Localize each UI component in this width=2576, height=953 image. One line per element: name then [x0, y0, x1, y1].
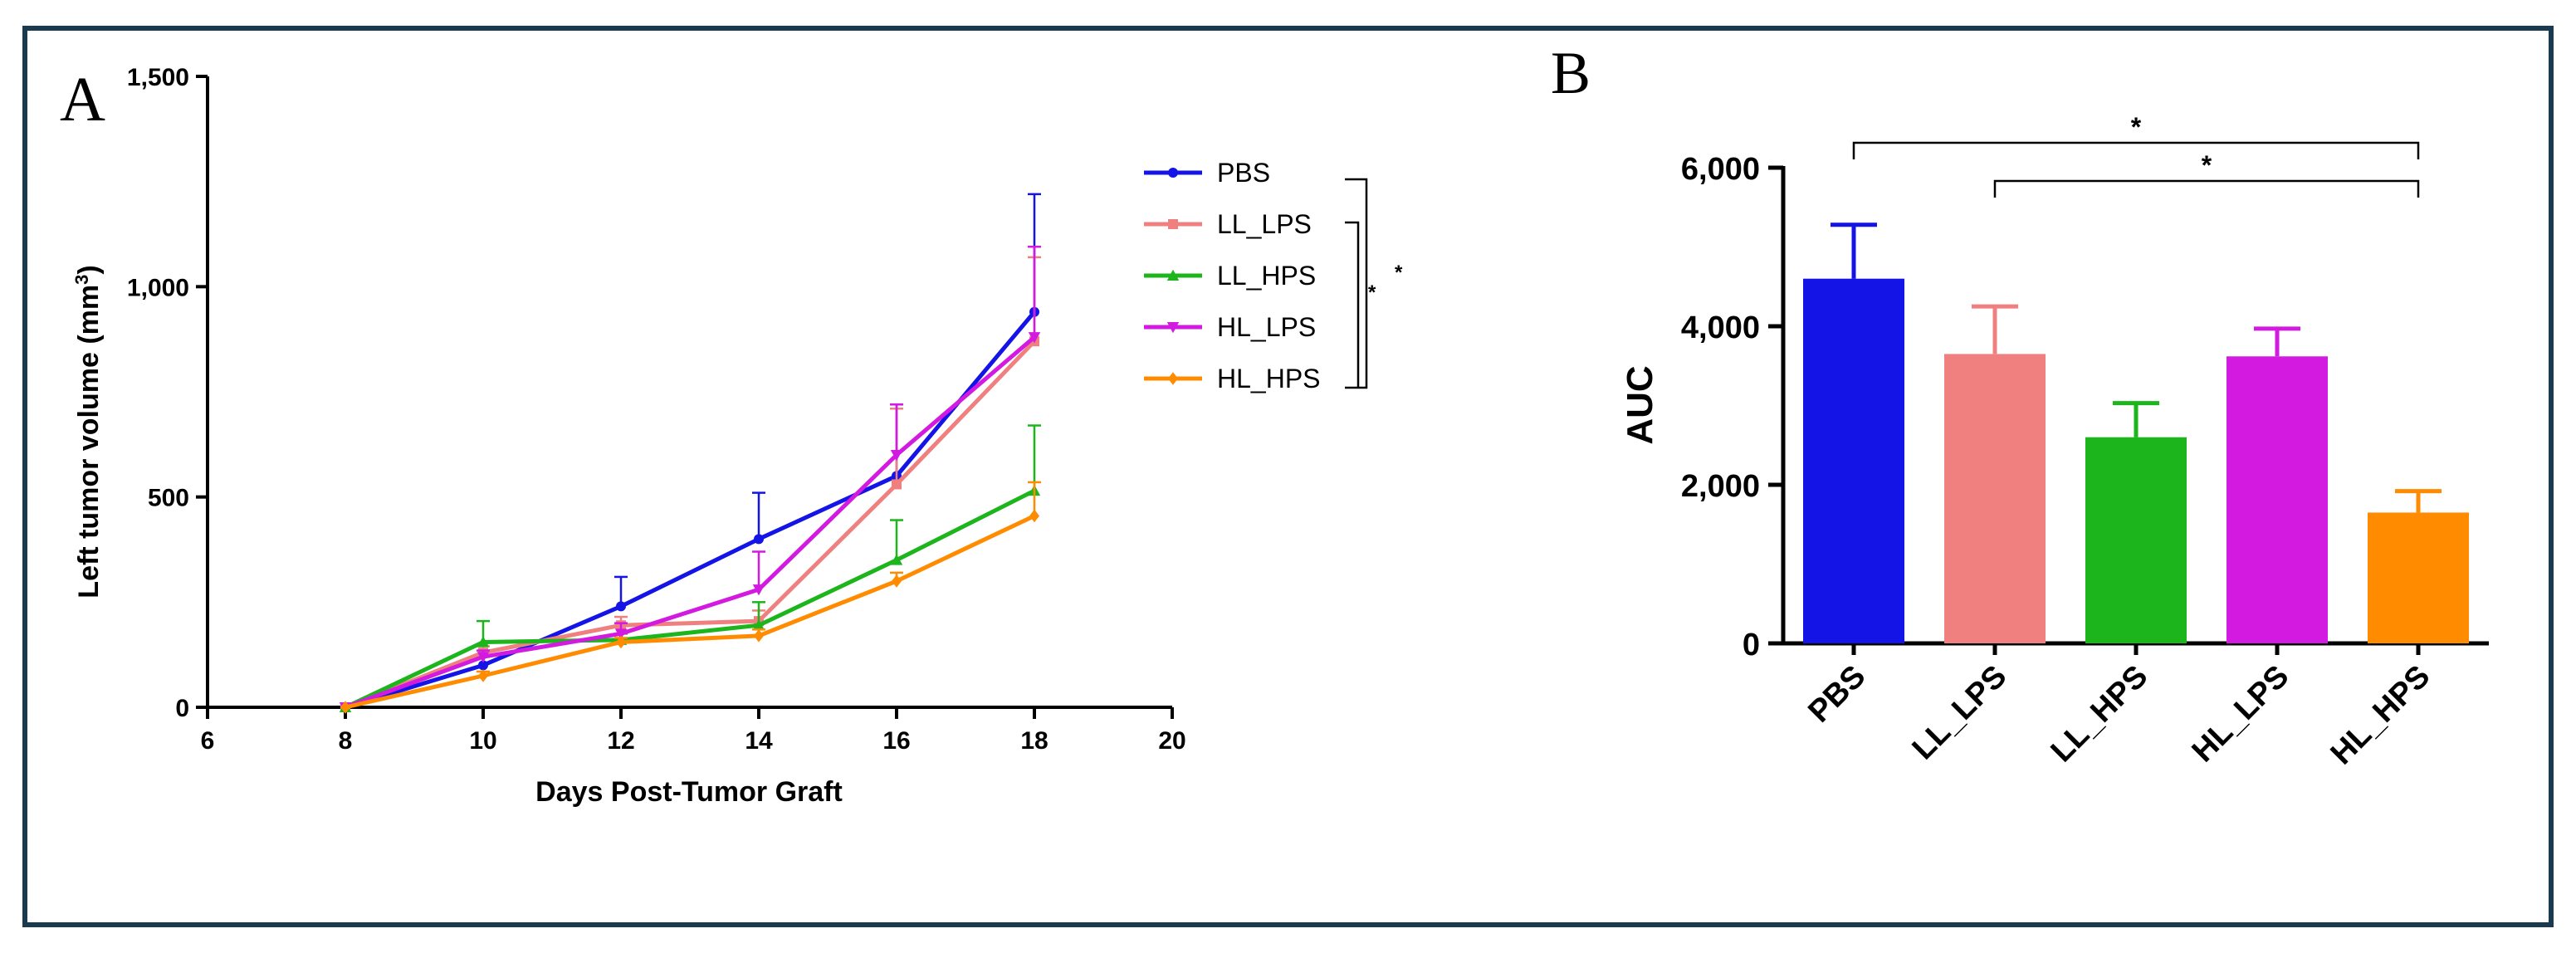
b-y-axis-title: AUC: [1620, 365, 1660, 444]
b-significance-bracket: [1993, 179, 2420, 198]
a-x-tick-label: 14: [745, 727, 773, 755]
b-y-tick-label: 4,000: [1681, 310, 1760, 345]
a-series-line-ll-lps: [345, 340, 1036, 710]
a-legend-item-hl-lps: HL_LPS: [1144, 312, 1316, 342]
a-legend-marker: [1168, 219, 1178, 229]
panel-b-label: B: [1551, 40, 1591, 106]
a-data-point: [478, 669, 488, 682]
a-data-point: [614, 628, 628, 640]
a-data-point: [477, 636, 490, 648]
a-y-tick-label: 1,500: [127, 64, 189, 91]
a-legend-marker: [1166, 322, 1180, 334]
b-bar-ll-hps: [2085, 437, 2187, 643]
b-bar-ll-lps: [1944, 354, 2046, 643]
a-data-point: [478, 660, 488, 671]
a-x-tick-label: 10: [469, 727, 496, 755]
a-legend-item-ll-lps: LL_LPS: [1144, 209, 1312, 239]
a-y-axis-title: Left tumor volume (mm3): [71, 265, 105, 598]
b-significance-label: *: [2131, 112, 2142, 142]
a-data-point: [754, 534, 764, 545]
a-x-tick-label: 20: [1158, 727, 1185, 755]
a-data-point: [1028, 332, 1041, 344]
a-x-tick-label: 6: [201, 727, 215, 755]
a-y-axis-title-sup: 3: [71, 275, 92, 285]
a-data-point: [340, 701, 350, 714]
a-y-tick-label: 500: [148, 485, 189, 512]
a-series-line-pbs: [345, 310, 1036, 710]
a-y-tick-label: 1,000: [127, 274, 189, 301]
a-data-point: [1029, 509, 1039, 523]
a-data-point: [892, 479, 902, 490]
a-y-axis-title-close: ): [73, 265, 105, 274]
a-x-tick-label: 12: [607, 727, 634, 755]
a-data-point: [890, 554, 903, 565]
a-data-point: [477, 652, 490, 663]
a-data-point: [892, 574, 902, 588]
b-significance-label: *: [2202, 150, 2212, 180]
a-legend-marker: [1168, 372, 1178, 385]
a-legend-item-ll-hps: LL_HPS: [1144, 261, 1316, 291]
a-legend-label: LL_LPS: [1217, 209, 1312, 239]
a-significance-outer: *: [1395, 261, 1403, 284]
a-data-point: [752, 584, 765, 596]
a-legend-label: HL_HPS: [1217, 364, 1321, 393]
a-series-line-ll-hps: [344, 488, 1036, 710]
a-legend-marker: [1166, 269, 1180, 281]
b-significance-bracket: [1852, 141, 2420, 159]
a-legend-bracket: [1345, 178, 1368, 389]
a-x-axis-title: Days Post-Tumor Graft: [535, 776, 843, 808]
a-legend-marker: [1168, 168, 1178, 178]
b-y-tick-label: 6,000: [1681, 152, 1760, 187]
panel-a-label: A: [60, 65, 105, 134]
a-x-tick-label: 8: [339, 727, 353, 755]
panel-a: A Days Post-Tumor Graft Left tumor volum…: [60, 64, 1403, 808]
b-bar-hl-hps: [2368, 512, 2469, 643]
a-legend-label: LL_HPS: [1217, 261, 1316, 291]
b-y-tick-label: 0: [1743, 628, 1760, 662]
a-legend-item-pbs: PBS: [1144, 158, 1270, 188]
a-data-point: [890, 450, 903, 462]
a-series-hl-hps: [340, 481, 1041, 714]
a-significance-inner: *: [1368, 281, 1376, 304]
a-data-point: [616, 635, 626, 649]
a-x-tick-label: 16: [882, 727, 910, 755]
a-x-tick-label: 18: [1020, 727, 1048, 755]
a-legend-label: HL_LPS: [1217, 312, 1316, 342]
a-y-tick-label: 0: [175, 695, 189, 722]
a-data-point: [752, 619, 765, 631]
a-legend-label: PBS: [1217, 158, 1270, 188]
a-series-line-hl-hps: [345, 514, 1036, 710]
b-bar-pbs: [1803, 278, 1904, 643]
a-legend-item-hl-hps: HL_HPS: [1144, 364, 1321, 393]
a-y-axis-title-main: Left tumor volume (mm: [73, 285, 105, 599]
a-series-line-hl-lps: [345, 335, 1036, 710]
a-data-point: [616, 601, 626, 612]
b-y-tick-label: 2,000: [1681, 469, 1760, 504]
a-data-point: [754, 629, 764, 643]
b-bar-hl-lps: [2227, 356, 2328, 643]
